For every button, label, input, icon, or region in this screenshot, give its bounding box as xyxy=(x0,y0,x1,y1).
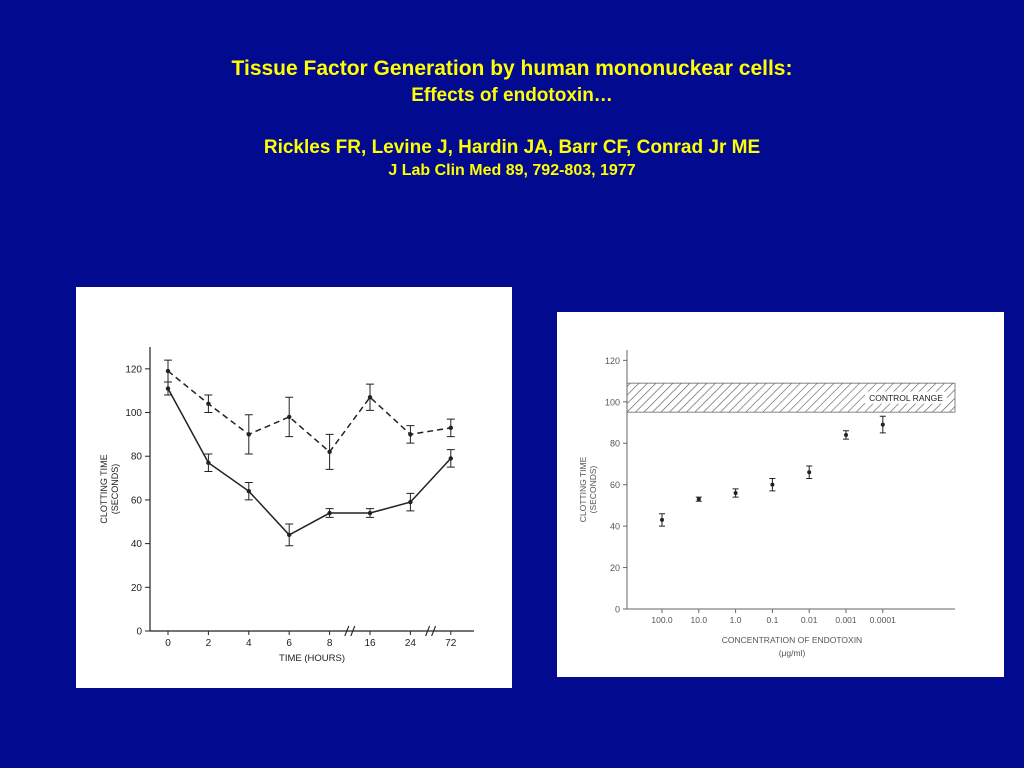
data-point xyxy=(246,488,251,494)
data-point xyxy=(246,432,251,437)
y-tick-label: 40 xyxy=(131,539,143,550)
y-axis-label: CLOTTING TIME xyxy=(578,456,588,522)
data-point xyxy=(287,532,292,538)
journal-citation: J Lab Clin Med 89, 792-803, 1977 xyxy=(388,162,636,179)
series-line xyxy=(167,370,451,453)
data-point xyxy=(287,414,292,420)
x-tick-label: 16 xyxy=(364,638,376,649)
x-tick-label: 0.1 xyxy=(766,615,778,625)
slide-title: Tissue Factor Generation by human mononu… xyxy=(231,57,793,80)
y-tick-label: 80 xyxy=(131,452,143,463)
y-tick-label: 60 xyxy=(610,480,620,490)
time-course-figure: 0 20 40 60 80 100 120 0 2 4 6 8 16 24 72 TIME (HOURS) CL… xyxy=(76,287,512,688)
control-range-label-box xyxy=(865,391,947,404)
series-line xyxy=(167,388,452,536)
y-tick-label: 20 xyxy=(131,583,143,594)
y-tick-label: 120 xyxy=(605,356,620,366)
data-point xyxy=(206,460,211,465)
data-point xyxy=(327,449,332,455)
y-tick-label: 40 xyxy=(610,522,620,532)
x-tick-label: 1.0 xyxy=(730,615,742,625)
data-point xyxy=(367,395,373,400)
author-list: Rickles FR, Levine J, Hardin JA, Barr CF… xyxy=(263,137,761,158)
data-point xyxy=(408,499,413,505)
x-tick-label: 0 xyxy=(165,638,171,649)
x-tick-label: 10.0 xyxy=(691,615,708,625)
x-axis-label: TIME (HOURS) xyxy=(279,653,345,664)
data-point xyxy=(448,425,453,431)
data-point xyxy=(165,368,171,374)
x-tick-label: 4 xyxy=(246,638,252,649)
x-axis-label: CONCENTRATION OF ENDOTOXIN xyxy=(722,635,862,645)
y-tick-label: 20 xyxy=(610,563,620,573)
endotoxin-chart: CONTROL RANGE 0 20 40 60 80 100 120 100.0 10.0 1.0… xyxy=(578,350,956,658)
y-axis-label: (SECONDS) xyxy=(110,464,120,515)
y-tick-label: 100 xyxy=(125,408,142,419)
y-tick-label: 120 xyxy=(125,364,142,375)
axis-break-mark xyxy=(425,625,437,637)
y-axis-label: (SECONDS) xyxy=(588,465,598,513)
x-axis-label: (μg/ml) xyxy=(779,648,806,658)
slide-subtitle: Effects of endotoxin… xyxy=(411,85,613,106)
slide-title-block: Tissue Factor Generation by human mononu… xyxy=(0,54,1024,182)
x-tick-label: 72 xyxy=(445,638,457,649)
x-tick-label: 100.0 xyxy=(651,615,673,625)
y-axis-label: CLOTTING TIME xyxy=(99,454,109,523)
x-tick-label: 0.0001 xyxy=(870,615,896,625)
data-point xyxy=(660,517,664,522)
data-point xyxy=(206,401,211,406)
data-point xyxy=(733,490,738,495)
data-point xyxy=(408,432,413,437)
data-point xyxy=(448,456,453,461)
x-tick-label: 6 xyxy=(286,638,292,649)
data-point xyxy=(807,470,812,475)
x-tick-label: 24 xyxy=(405,638,417,649)
endotoxin-figure: CONTROL RANGE 0 20 40 60 80 100 120 100.0 10.0 1.0… xyxy=(557,312,1004,677)
x-tick-label: 0.001 xyxy=(835,615,857,625)
y-tick-label: 100 xyxy=(605,397,620,407)
control-range-label: CONTROL RANGE xyxy=(869,393,943,403)
y-tick-label: 80 xyxy=(610,439,620,449)
data-point xyxy=(367,510,373,516)
y-tick-label: 0 xyxy=(136,627,142,638)
x-tick-label: 2 xyxy=(206,638,212,649)
x-tick-label: 0.01 xyxy=(801,615,818,625)
data-point xyxy=(770,482,775,487)
x-tick-label: 8 xyxy=(327,638,333,649)
data-point xyxy=(696,497,701,502)
axis-break-mark xyxy=(344,625,356,637)
data-point xyxy=(844,432,848,437)
y-tick-label: 60 xyxy=(131,495,143,506)
data-point xyxy=(880,422,885,427)
data-point xyxy=(165,386,171,391)
y-tick-label: 0 xyxy=(615,605,620,615)
data-point xyxy=(327,510,332,516)
